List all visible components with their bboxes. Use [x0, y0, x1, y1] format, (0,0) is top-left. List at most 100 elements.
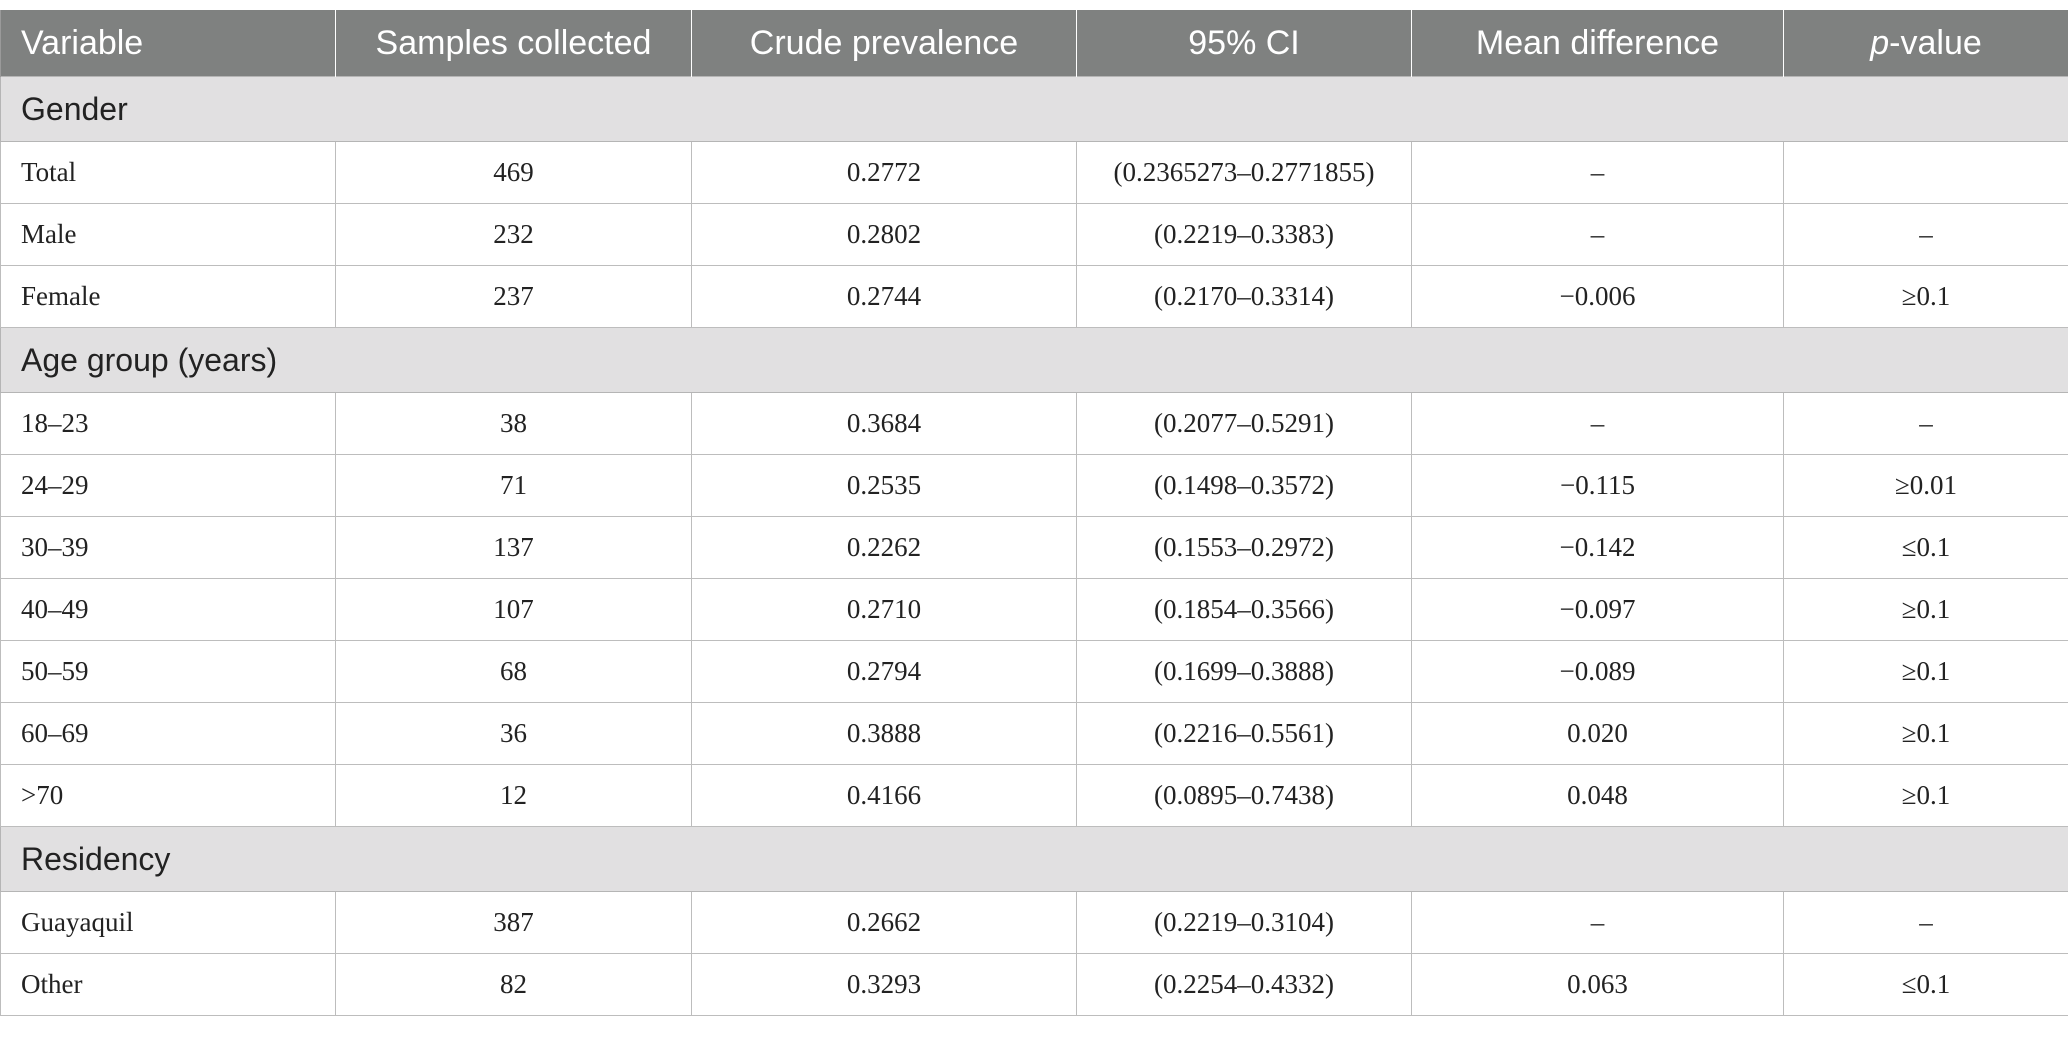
cell-p-value: ≥0.1	[1784, 703, 2068, 765]
cell-mean-difference: −0.006	[1412, 266, 1784, 328]
cell-mean-difference: –	[1412, 204, 1784, 266]
cell-ci: (0.1854–0.3566)	[1077, 579, 1412, 641]
cell-p-value: –	[1784, 204, 2068, 266]
cell-p-value: –	[1784, 892, 2068, 954]
table-row: 50–59 68 0.2794 (0.1699–0.3888) −0.089 ≥…	[1, 641, 2068, 703]
header-p-italic: p	[1870, 24, 1889, 62]
cell-ci: (0.1553–0.2972)	[1077, 517, 1412, 579]
cell-ci: (0.1498–0.3572)	[1077, 455, 1412, 517]
cell-mean-difference: −0.142	[1412, 517, 1784, 579]
cell-p-value: ≥0.1	[1784, 266, 2068, 328]
cell-samples: 232	[336, 204, 692, 266]
cell-mean-difference: −0.089	[1412, 641, 1784, 703]
cell-p-value: ≥0.1	[1784, 579, 2068, 641]
cell-samples: 237	[336, 266, 692, 328]
row-label: Other	[1, 954, 336, 1016]
cell-samples: 71	[336, 455, 692, 517]
row-label: 24–29	[1, 455, 336, 517]
group-row-residency: Residency	[1, 827, 2068, 892]
cell-prevalence: 0.2262	[692, 517, 1077, 579]
row-label: 18–23	[1, 393, 336, 455]
table-row: 60–69 36 0.3888 (0.2216–0.5561) 0.020 ≥0…	[1, 703, 2068, 765]
cell-prevalence: 0.3293	[692, 954, 1077, 1016]
cell-prevalence: 0.2710	[692, 579, 1077, 641]
header-ci: 95% CI	[1077, 10, 1412, 77]
cell-p-value: ≤0.1	[1784, 954, 2068, 1016]
cell-samples: 137	[336, 517, 692, 579]
cell-prevalence: 0.2662	[692, 892, 1077, 954]
table-row: Other 82 0.3293 (0.2254–0.4332) 0.063 ≤0…	[1, 954, 2068, 1016]
table-row: Guayaquil 387 0.2662 (0.2219–0.3104) – –	[1, 892, 2068, 954]
cell-prevalence: 0.2802	[692, 204, 1077, 266]
row-label: 60–69	[1, 703, 336, 765]
table-row: 24–29 71 0.2535 (0.1498–0.3572) −0.115 ≥…	[1, 455, 2068, 517]
cell-ci: (0.2219–0.3104)	[1077, 892, 1412, 954]
table-row: Female 237 0.2744 (0.2170–0.3314) −0.006…	[1, 266, 2068, 328]
cell-samples: 82	[336, 954, 692, 1016]
header-variable: Variable	[1, 10, 336, 77]
cell-samples: 107	[336, 579, 692, 641]
cell-prevalence: 0.2794	[692, 641, 1077, 703]
row-label: Male	[1, 204, 336, 266]
table-row: Male 232 0.2802 (0.2219–0.3383) – –	[1, 204, 2068, 266]
cell-mean-difference: 0.048	[1412, 765, 1784, 827]
cell-mean-difference: 0.020	[1412, 703, 1784, 765]
cell-samples: 38	[336, 393, 692, 455]
group-title: Gender	[1, 77, 2068, 142]
cell-ci: (0.2077–0.5291)	[1077, 393, 1412, 455]
row-label: Guayaquil	[1, 892, 336, 954]
cell-ci: (0.1699–0.3888)	[1077, 641, 1412, 703]
cell-p-value: ≤0.1	[1784, 517, 2068, 579]
cell-prevalence: 0.2744	[692, 266, 1077, 328]
header-p-rest: -value	[1889, 24, 1982, 62]
header-samples: Samples collected	[336, 10, 692, 77]
group-row-age: Age group (years)	[1, 328, 2068, 393]
group-title: Age group (years)	[1, 328, 2068, 393]
cell-mean-difference: −0.097	[1412, 579, 1784, 641]
cell-samples: 36	[336, 703, 692, 765]
row-label: 40–49	[1, 579, 336, 641]
row-label: 30–39	[1, 517, 336, 579]
table-row: 40–49 107 0.2710 (0.1854–0.3566) −0.097 …	[1, 579, 2068, 641]
cell-ci: (0.2219–0.3383)	[1077, 204, 1412, 266]
cell-mean-difference: –	[1412, 142, 1784, 204]
cell-ci: (0.2170–0.3314)	[1077, 266, 1412, 328]
cell-samples: 68	[336, 641, 692, 703]
cell-ci: (0.0895–0.7438)	[1077, 765, 1412, 827]
cell-ci: (0.2254–0.4332)	[1077, 954, 1412, 1016]
cell-mean-difference: –	[1412, 393, 1784, 455]
header-p-value: p-value	[1784, 10, 2068, 77]
group-title: Residency	[1, 827, 2068, 892]
cell-samples: 387	[336, 892, 692, 954]
cell-samples: 12	[336, 765, 692, 827]
cell-prevalence: 0.2772	[692, 142, 1077, 204]
table-row: 30–39 137 0.2262 (0.1553–0.2972) −0.142 …	[1, 517, 2068, 579]
cell-p-value	[1784, 142, 2068, 204]
cell-prevalence: 0.3684	[692, 393, 1077, 455]
row-label: Total	[1, 142, 336, 204]
cell-prevalence: 0.2535	[692, 455, 1077, 517]
group-row-gender: Gender	[1, 77, 2068, 142]
cell-p-value: –	[1784, 393, 2068, 455]
cell-prevalence: 0.3888	[692, 703, 1077, 765]
cell-p-value: ≥0.01	[1784, 455, 2068, 517]
cell-mean-difference: −0.115	[1412, 455, 1784, 517]
header-prevalence: Crude prevalence	[692, 10, 1077, 77]
prevalence-table: Variable Samples collected Crude prevale…	[0, 10, 2068, 1016]
row-label: >70	[1, 765, 336, 827]
cell-ci: (0.2216–0.5561)	[1077, 703, 1412, 765]
cell-mean-difference: 0.063	[1412, 954, 1784, 1016]
header-row: Variable Samples collected Crude prevale…	[1, 10, 2068, 77]
table-row: Total 469 0.2772 (0.2365273–0.2771855) –	[1, 142, 2068, 204]
cell-mean-difference: –	[1412, 892, 1784, 954]
row-label: 50–59	[1, 641, 336, 703]
cell-prevalence: 0.4166	[692, 765, 1077, 827]
cell-p-value: ≥0.1	[1784, 765, 2068, 827]
cell-samples: 469	[336, 142, 692, 204]
header-mean-difference: Mean difference	[1412, 10, 1784, 77]
table-row: >70 12 0.4166 (0.0895–0.7438) 0.048 ≥0.1	[1, 765, 2068, 827]
table-row: 18–23 38 0.3684 (0.2077–0.5291) – –	[1, 393, 2068, 455]
cell-p-value: ≥0.1	[1784, 641, 2068, 703]
cell-ci: (0.2365273–0.2771855)	[1077, 142, 1412, 204]
row-label: Female	[1, 266, 336, 328]
